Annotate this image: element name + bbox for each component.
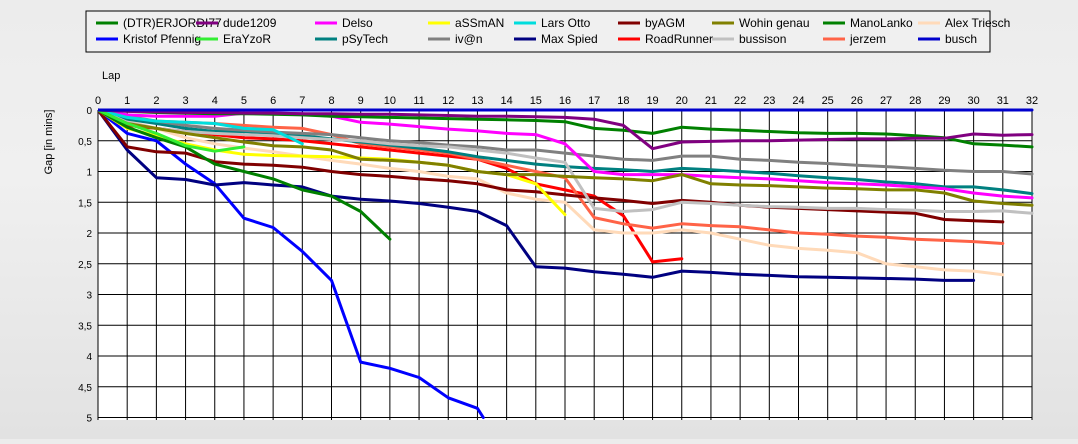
x-tick-label: 20 — [676, 95, 688, 107]
y-tick-label: 4,5 — [78, 383, 92, 394]
legend-label-iv-n: iv@n — [455, 32, 483, 46]
x-tick-label: 19 — [646, 95, 658, 107]
x-tick-label: 14 — [501, 95, 513, 107]
series-clip — [98, 108, 1034, 419]
x-tick-label: 9 — [358, 95, 364, 107]
legend-label-dtr-erjordi77: (DTR)ERJORDI77 — [123, 16, 222, 30]
series-lines — [98, 108, 1034, 419]
x-tick-label: 28 — [909, 95, 921, 107]
series-line-dude1209 — [98, 108, 1034, 151]
x-tick-label: 15 — [530, 95, 542, 107]
x-tick-label: 4 — [212, 95, 218, 107]
x-tick-label: 6 — [270, 95, 276, 107]
legend-label-lars-otto: Lars Otto — [541, 16, 591, 30]
x-tick-label: 30 — [968, 95, 980, 107]
x-tick-label: 24 — [792, 95, 804, 107]
y-tick-label: 0,5 — [78, 137, 92, 148]
y-tick-label: 3 — [86, 291, 92, 302]
x-tick-label: 10 — [384, 95, 396, 107]
legend-label-jerzem: jerzem — [849, 32, 886, 46]
series-line-bussison — [98, 108, 1034, 215]
y-tick-label: 2 — [86, 229, 92, 240]
legend-label-roadrunner: RoadRunner — [645, 32, 713, 46]
legend-label-psytech: pSyTech — [342, 32, 388, 46]
x-tick-label: 8 — [328, 95, 334, 107]
x-tick-label: 5 — [241, 95, 247, 107]
series-line-max-spied — [98, 108, 976, 282]
legend-label-bussison: bussison — [739, 32, 786, 46]
legend-box — [85, 10, 991, 53]
legend-label-byagm: byAGM — [645, 16, 685, 30]
legend-label-assman: aSSmAN — [455, 16, 504, 30]
series-line-iv-n — [98, 108, 1034, 176]
series-line-byagm — [98, 108, 1005, 224]
x-tick-label: 22 — [734, 95, 746, 107]
y-tick-label: 1,5 — [78, 198, 92, 209]
y-tick-labels: 0 0,5 1 1,5 2 2,5 3 3,5 4 4,5 5 — [78, 106, 92, 425]
legend: (DTR)ERJORDI77 Kristof Pfennig dude1209 Era… — [96, 16, 1010, 46]
y-tick-label: 5 — [86, 414, 92, 425]
x-tick-label: 31 — [997, 95, 1009, 107]
x-tick-label: 0 — [95, 95, 101, 107]
x-tick-label: 23 — [763, 95, 775, 107]
y-tick-label: 2,5 — [78, 260, 92, 271]
legend-label-busch: busch — [945, 32, 977, 46]
legend-label-alex-triesch: Alex Triesch — [945, 16, 1010, 30]
legend-label-delso: Delso — [342, 16, 373, 30]
legend-label-manolanko: ManoLanko — [850, 16, 913, 30]
x-tick-label: 21 — [705, 95, 717, 107]
legend-label-dude1209: dude1209 — [223, 16, 277, 30]
x-tick-label: 29 — [938, 95, 950, 107]
legend-label-erayzor: EraYzoR — [223, 32, 271, 46]
legend-label-wohin-genau: Wohin genau — [739, 16, 810, 30]
x-tick-label: 32 — [1026, 95, 1038, 107]
y-tick-label: 4 — [86, 352, 92, 363]
y-axis-label: Gap [in mins] — [43, 110, 55, 175]
series-line-manolanko — [98, 108, 392, 241]
legend-label-kristof-pfennig: Kristof Pfennig — [123, 32, 201, 46]
x-tick-label: 18 — [617, 95, 629, 107]
y-tick-label: 1 — [86, 168, 92, 179]
x-tick-labels: 0 1 2 3 4 5 6 7 8 9 10 11 12 13 14 15 16 17 18 19 20 21 22 23 24… — [95, 95, 1038, 107]
series-line-erayzor — [98, 108, 246, 153]
x-tick-label: 16 — [559, 95, 571, 107]
x-tick-label: 7 — [299, 95, 305, 107]
legend-label-max-spied: Max Spied — [541, 32, 598, 46]
series-line-wohin-genau — [98, 108, 1034, 207]
x-tick-label: 26 — [851, 95, 863, 107]
y-tick-label: 3,5 — [78, 321, 92, 332]
y-tick-label: 0 — [86, 106, 92, 117]
series-line-lars-otto — [98, 108, 304, 146]
x-tick-label: 1 — [124, 95, 130, 107]
x-tick-label: 25 — [822, 95, 834, 107]
x-tick-label: 2 — [153, 95, 159, 107]
x-tick-label: 3 — [183, 95, 189, 107]
x-tick-label: 12 — [442, 95, 454, 107]
x-tick-label: 27 — [880, 95, 892, 107]
series-line-kristof-pfennig — [98, 108, 485, 419]
x-tick-label: 11 — [413, 95, 424, 107]
x-tick-label: 17 — [588, 95, 600, 107]
x-axis-label: Lap — [102, 70, 120, 82]
x-tick-label: 13 — [471, 95, 483, 107]
